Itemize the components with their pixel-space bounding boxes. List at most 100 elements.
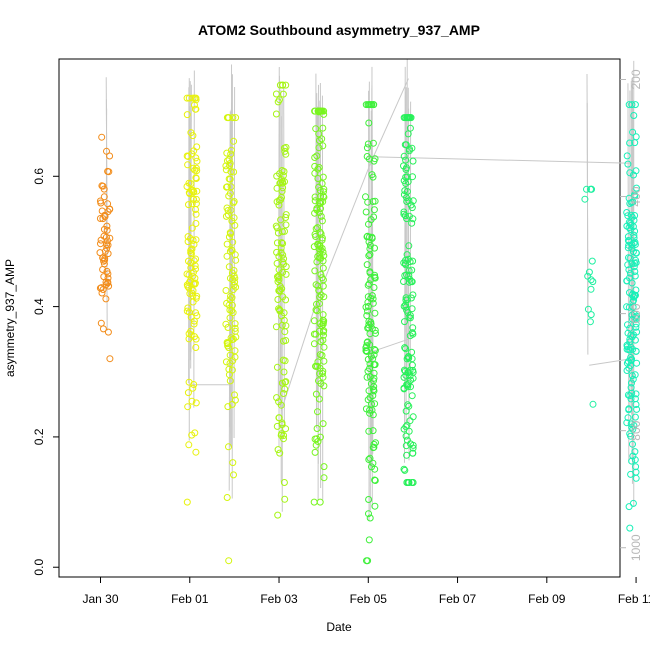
data-point <box>632 323 640 331</box>
data-point <box>366 454 374 462</box>
data-point <box>631 413 639 421</box>
data-point <box>230 198 238 205</box>
data-point <box>273 259 281 267</box>
data-point <box>631 101 639 109</box>
data-point <box>317 271 325 278</box>
data-point <box>223 494 231 501</box>
data-point <box>184 161 192 169</box>
y2-tick-label: 800 <box>629 420 643 440</box>
data-point <box>631 292 639 300</box>
data-point <box>364 307 371 315</box>
data-point <box>628 457 636 465</box>
data-point <box>222 358 230 366</box>
y-axis: 0.0 0.2 0.4 0.6 <box>32 168 59 576</box>
data-point <box>401 212 409 220</box>
y-tick-label: 0.2 <box>32 428 46 445</box>
data-point <box>631 448 639 456</box>
data-point <box>402 407 410 415</box>
data-point <box>192 154 200 162</box>
data-point <box>232 114 240 122</box>
data-point <box>400 114 408 122</box>
data-point <box>192 255 200 263</box>
data-point <box>629 198 637 206</box>
data-point <box>408 266 416 274</box>
data-point <box>277 196 285 204</box>
data-point <box>588 185 595 193</box>
data-point <box>630 263 638 271</box>
data-point <box>282 211 290 219</box>
data-point <box>189 164 197 172</box>
data-point <box>280 255 288 263</box>
data-point <box>276 449 284 457</box>
data-point <box>400 208 408 216</box>
data-point <box>626 269 634 277</box>
data-point <box>625 503 633 511</box>
data-point <box>402 173 410 181</box>
data-point <box>319 420 327 428</box>
data-point <box>223 183 230 191</box>
data-point <box>104 270 112 278</box>
data-point <box>315 108 323 116</box>
data-point <box>222 162 230 170</box>
data-point <box>184 282 192 290</box>
data-point <box>188 224 196 232</box>
data-point <box>185 201 192 209</box>
data-point <box>633 328 641 336</box>
data-point <box>184 304 192 312</box>
data-point <box>401 366 408 374</box>
data-point <box>229 114 237 122</box>
data-point <box>100 232 108 240</box>
data-point <box>223 339 231 346</box>
data-point <box>231 396 239 404</box>
data-point <box>631 227 639 235</box>
data-point <box>97 240 104 248</box>
data-point <box>99 266 107 273</box>
data-point <box>371 326 379 334</box>
data-point <box>587 285 595 293</box>
data-point <box>231 278 239 286</box>
data-point <box>633 184 640 192</box>
data-point <box>316 187 324 194</box>
data-point <box>222 287 230 294</box>
x-tick-label: Feb 09 <box>528 592 566 606</box>
data-point <box>106 355 114 363</box>
data-point <box>231 221 239 229</box>
data-point <box>193 167 201 175</box>
x-axis: Jan 30 Feb 01 Feb 03 Feb 05 Feb 07 Feb 09 Feb … <box>82 577 650 606</box>
data-point <box>316 364 324 372</box>
data-point <box>629 303 637 311</box>
data-point <box>409 324 417 332</box>
data-point <box>192 200 200 208</box>
data-point <box>623 345 631 353</box>
data-point <box>402 294 410 302</box>
data-point <box>187 180 195 188</box>
data-point <box>184 403 192 411</box>
data-point <box>274 446 282 454</box>
data-point <box>312 225 320 233</box>
data-point <box>276 306 284 314</box>
data-point <box>370 369 378 377</box>
data-point <box>409 413 417 421</box>
data-point <box>362 347 370 355</box>
data-point <box>227 292 234 300</box>
data-point <box>223 149 231 157</box>
data-point <box>310 317 318 325</box>
data-point <box>273 248 281 256</box>
data-point <box>625 241 633 249</box>
data-point <box>408 348 416 356</box>
data-point <box>626 274 633 282</box>
data-point <box>223 299 231 307</box>
data-point <box>187 327 195 335</box>
data-point <box>314 408 321 416</box>
data-point <box>408 392 416 400</box>
data-point <box>369 139 377 147</box>
x-axis-label: Date <box>326 620 352 634</box>
data-point <box>274 273 281 281</box>
data-point <box>192 344 200 351</box>
data-point <box>282 425 290 433</box>
data-point <box>277 401 285 409</box>
data-point <box>315 245 323 253</box>
data-point <box>319 328 327 336</box>
data-point <box>401 187 409 195</box>
y2-tick-label: 200 <box>629 69 643 89</box>
